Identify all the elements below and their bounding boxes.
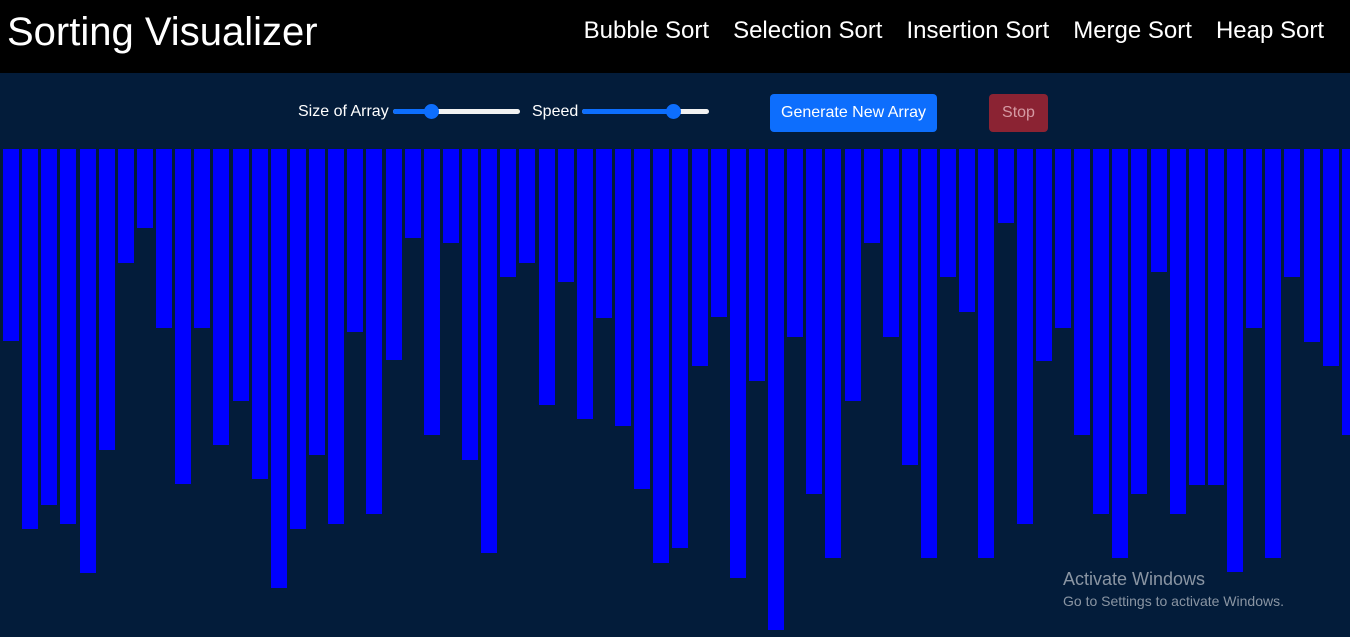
array-bar [60, 149, 77, 524]
array-bar [1074, 149, 1090, 435]
array-bar [366, 149, 383, 514]
array-bar [1169, 149, 1186, 514]
controls-bar: Size of Array Speed Generate New Array S… [0, 73, 1350, 148]
array-bar [1035, 149, 1052, 361]
size-of-array-label: Size of Array [298, 103, 389, 120]
array-bar [748, 149, 765, 381]
array-bar [1112, 149, 1129, 558]
array-bar [519, 149, 536, 263]
speed-slider[interactable] [582, 104, 709, 119]
windows-activation-watermark: Activate Windows Go to Settings to activ… [1063, 568, 1284, 610]
array-bar [1265, 149, 1282, 558]
array-bar [1016, 149, 1033, 524]
array-bar [997, 149, 1014, 223]
array-bar [1054, 149, 1071, 328]
algorithm-nav: Bubble Sort Selection Sort Insertion Sor… [560, 16, 1324, 46]
array-bar [309, 149, 325, 455]
array-bar [768, 149, 784, 630]
array-bar [615, 149, 631, 426]
speed-label: Speed [532, 103, 579, 120]
array-bar [442, 149, 459, 243]
array-bar [1341, 149, 1350, 435]
array-size-slider[interactable] [393, 104, 520, 119]
generate-new-array-button[interactable]: Generate New Array [770, 94, 937, 132]
nav-merge-sort[interactable]: Merge Sort [1073, 17, 1192, 44]
array-bar [270, 149, 287, 588]
array-bar [98, 149, 115, 450]
array-bar [882, 149, 899, 337]
array-bar [213, 149, 230, 445]
array-bar [825, 149, 842, 558]
array-bar [194, 149, 211, 328]
array-bar [22, 149, 39, 529]
array-bar [787, 149, 804, 337]
array-bar [1303, 149, 1320, 342]
array-bar [289, 149, 306, 529]
array-bar [117, 149, 134, 263]
array-bar [404, 149, 421, 238]
array-bar [576, 149, 593, 419]
watermark-title: Activate Windows [1063, 569, 1206, 589]
array-bar [232, 149, 249, 401]
array-bar [1188, 149, 1205, 485]
array-bar [1150, 149, 1167, 272]
nav-bubble-sort[interactable]: Bubble Sort [583, 17, 710, 44]
nav-heap-sort[interactable]: Heap Sort [1215, 17, 1324, 44]
array-bar [806, 149, 823, 494]
array-bar [729, 149, 746, 578]
speed-slider-fill [582, 109, 674, 114]
array-bar [538, 149, 555, 405]
array-bars [0, 149, 1350, 630]
array-bar [844, 149, 861, 401]
array-bar [500, 149, 517, 277]
array-bar [423, 149, 440, 435]
array-bar [1207, 149, 1224, 485]
navbar: Sorting Visualizer Bubble Sort Selection… [0, 0, 1350, 73]
stop-button[interactable]: Stop [989, 94, 1048, 132]
array-bar [921, 149, 937, 558]
watermark-subtitle: Go to Settings to activate Windows. [1063, 593, 1284, 609]
array-bar [481, 149, 498, 553]
array-bar [557, 149, 574, 282]
array-size-slider-fill [393, 109, 432, 114]
array-bar [959, 149, 976, 312]
array-bar [1284, 149, 1301, 277]
array-bar [691, 149, 708, 366]
array-bar [1227, 149, 1243, 572]
array-bar [1131, 149, 1148, 494]
array-size-slider-thumb[interactable] [424, 104, 440, 119]
array-bar [41, 149, 58, 505]
array-bar [863, 149, 880, 243]
nav-insertion-sort[interactable]: Insertion Sort [906, 17, 1050, 44]
array-bar [595, 149, 612, 318]
array-bar [136, 149, 153, 228]
array-bar [940, 149, 957, 277]
array-bar [328, 149, 345, 524]
array-bar [462, 149, 478, 460]
array-bar [385, 149, 402, 360]
array-bar [156, 149, 172, 328]
array-bar [1246, 149, 1263, 328]
array-bar [978, 149, 995, 558]
array-bar [175, 149, 192, 484]
speed-slider-thumb[interactable] [666, 104, 682, 119]
array-bar [901, 149, 918, 465]
array-bar [710, 149, 727, 317]
nav-selection-sort[interactable]: Selection Sort [733, 17, 883, 44]
array-bar [3, 149, 19, 341]
array-size-slider-track [393, 109, 520, 114]
array-bar [347, 149, 364, 332]
array-bar [251, 149, 268, 479]
array-bar [672, 149, 689, 548]
array-bar [1322, 149, 1339, 366]
array-bar [79, 149, 96, 573]
array-bar [634, 149, 651, 489]
array-bar [1093, 149, 1110, 514]
app-title[interactable]: Sorting Visualizer [7, 10, 318, 54]
array-bar [653, 149, 670, 563]
